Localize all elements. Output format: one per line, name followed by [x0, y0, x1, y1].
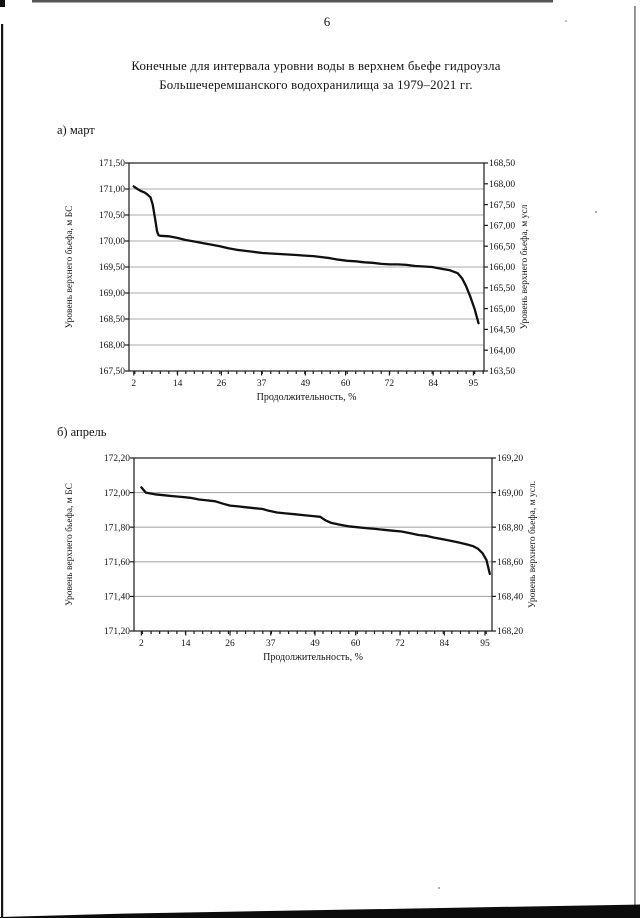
y-left-tick-label: 172,00: [104, 489, 130, 499]
chart-label-march: а) март: [57, 123, 95, 137]
y-left-tick-label: 171,00: [99, 185, 125, 195]
y-right-tick-label: 169,00: [497, 489, 523, 499]
x-tick-label: 2: [139, 639, 144, 649]
axis-labels: 171,50 171,00 170,50 170,00 169,50 169,00 168,…: [64, 159, 530, 403]
y-axis-title-right: Уровень верхнего бьефа, м усл.: [527, 481, 538, 608]
x-tick-label: 37: [257, 379, 267, 389]
x-tick-label: 37: [266, 639, 276, 649]
axis-labels: 172,20 172,00 171,80 171,60 171,40 171,20 169,…: [64, 454, 538, 663]
chart-april: 172,20 172,00 171,80 171,60 171,40 171,20 169,…: [64, 454, 538, 663]
y-right-tick-label: 166,50: [489, 242, 515, 252]
y-right-tick-label: 167,50: [489, 201, 515, 211]
x-tick-label: 14: [173, 379, 183, 389]
scan-right-edge: [634, 6, 636, 908]
y-left-tick-label: 171,50: [99, 159, 125, 169]
axes: [125, 162, 488, 376]
x-tick-label: 60: [351, 639, 361, 649]
y-right-tick-label: 165,50: [489, 284, 515, 294]
x-tick-label: 95: [480, 639, 490, 649]
y-right-tick-label: 168,80: [497, 523, 523, 533]
plot-frame: [133, 457, 493, 632]
y-right-tick-label: 165,00: [489, 305, 515, 315]
axes: [130, 457, 496, 636]
y-right-tick-label: 168,60: [497, 558, 523, 568]
y-axis-title-left: Уровень верхнего бьефа, м БС: [64, 206, 75, 329]
x-tick-label: 26: [217, 379, 227, 389]
y-left-tick-label: 169,00: [99, 289, 125, 299]
y-right-tick-label: 169,20: [497, 454, 523, 464]
x-tick-label: 60: [341, 379, 351, 389]
y-right-tick-label: 164,00: [489, 346, 515, 356]
x-tick-label: 72: [395, 639, 405, 649]
x-tick-label: 49: [301, 379, 311, 389]
y-left-tick-label: 171,60: [104, 558, 130, 568]
y-left-tick-label: 170,50: [99, 211, 125, 221]
y-right-tick-label: 168,40: [497, 593, 523, 603]
x-tick-label: 84: [440, 639, 450, 649]
gridlines: [134, 492, 492, 597]
y-left-tick-label: 170,00: [99, 237, 125, 247]
y-axis-title-left: Уровень верхнего бьефа, м БС: [64, 483, 75, 606]
scan-speck: [595, 211, 597, 213]
scan-corner-mark: [0, 0, 5, 7]
x-tick-label: 72: [385, 379, 395, 389]
y-left-tick-label: 171,80: [104, 523, 130, 533]
scan-bottom-edge: [0, 904, 640, 918]
x-tick-label: 95: [469, 379, 479, 389]
x-axis-title: Продолжительность, %: [263, 652, 363, 663]
y-right-tick-label: 168,50: [489, 159, 515, 169]
y-axis-title-right: Уровень верхнего бьефа, м усл: [519, 204, 530, 329]
y-left-tick-label: 168,50: [99, 315, 125, 325]
y-right-tick-label: 166,00: [489, 263, 515, 273]
x-tick-label: 26: [225, 639, 235, 649]
y-left-tick-label: 171,40: [104, 593, 130, 603]
y-left-tick-label: 168,00: [99, 341, 125, 351]
title-line-1: Конечные для интервала уровни воды в вер…: [131, 59, 501, 73]
x-tick-label: 84: [428, 379, 438, 389]
y-left-tick-label: 172,20: [104, 454, 130, 464]
y-right-tick-label: 167,00: [489, 222, 515, 232]
y-left-tick-label: 169,50: [99, 263, 125, 273]
y-right-tick-label: 168,20: [497, 627, 523, 637]
page-number: 6: [323, 14, 331, 29]
x-tick-label: 2: [131, 379, 136, 389]
title-line-2: Большечеремшанского водохранилища за 197…: [159, 77, 473, 92]
x-axis-title: Продолжительность, %: [257, 392, 357, 403]
y-right-tick-label: 164,50: [489, 326, 515, 336]
y-left-tick-label: 171,20: [104, 627, 130, 637]
series-line: [132, 185, 480, 325]
y-right-tick-label: 168,00: [489, 180, 515, 190]
series-line: [140, 486, 491, 576]
scan-left-edge: [1, 24, 4, 918]
chart-march: 171,50 171,00 170,50 170,00 169,50 169,00 168,…: [64, 159, 530, 403]
document-title: Конечные для интервала уровни воды в вер…: [30, 57, 602, 94]
chart-label-april: б) апрель: [57, 425, 107, 439]
scan-speck: [438, 887, 440, 889]
y-right-tick-label: 163,50: [489, 367, 515, 377]
x-tick-label: 49: [310, 639, 320, 649]
x-tick-label: 14: [181, 639, 191, 649]
plot-frame: [128, 162, 485, 372]
y-left-tick-label: 167,50: [99, 367, 125, 377]
scan-top-edge: [32, 0, 553, 3]
